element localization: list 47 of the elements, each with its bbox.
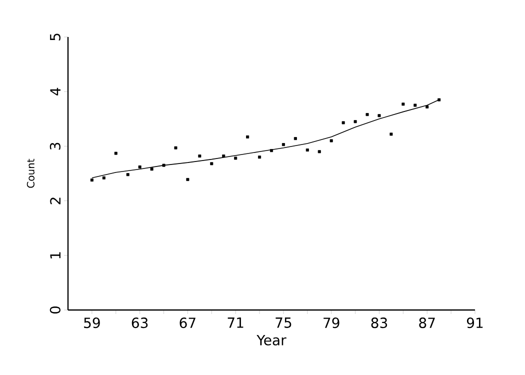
point <box>114 152 118 155</box>
x-tick-label: 87 <box>419 318 435 328</box>
point <box>414 104 417 107</box>
point <box>330 139 333 142</box>
point <box>126 173 130 176</box>
point <box>150 168 154 171</box>
point <box>138 165 142 168</box>
x-tick-label: 63 <box>132 318 148 328</box>
point <box>390 132 393 136</box>
point <box>342 121 345 124</box>
point <box>354 120 357 124</box>
y-tick-label: 4 <box>50 88 60 96</box>
point <box>282 143 285 146</box>
x-tick-label: 83 <box>371 318 388 328</box>
y-tick-label: 1 <box>50 252 60 258</box>
point <box>210 162 214 166</box>
y-tick-label: 5 <box>50 34 60 40</box>
point <box>90 178 94 182</box>
x-tick-label: 75 <box>276 318 292 328</box>
point <box>366 113 369 116</box>
y-tick-label: 3 <box>50 142 60 150</box>
point <box>438 98 441 102</box>
point <box>318 150 321 154</box>
point <box>258 156 262 159</box>
y-axis-title: Count <box>26 158 34 188</box>
point <box>246 135 250 138</box>
point <box>174 146 178 150</box>
x-tick-label: 59 <box>84 318 100 328</box>
x-tick-label: 67 <box>180 318 196 328</box>
point <box>426 105 429 108</box>
point <box>198 154 202 158</box>
y-tick-label: 2 <box>50 198 60 204</box>
point <box>162 164 166 167</box>
point <box>378 114 381 118</box>
point <box>270 149 273 152</box>
point <box>186 178 190 182</box>
x-tick-label: 91 <box>466 318 483 328</box>
x-tick-label: 79 <box>324 318 340 328</box>
point <box>294 137 297 140</box>
point <box>306 148 309 152</box>
y-tick-label: 0 <box>50 306 60 314</box>
point <box>222 154 226 158</box>
point <box>102 176 106 180</box>
x-axis-title: Year <box>256 334 286 346</box>
point <box>402 102 405 106</box>
point <box>234 156 238 160</box>
x-tick-label: 71 <box>228 318 244 328</box>
